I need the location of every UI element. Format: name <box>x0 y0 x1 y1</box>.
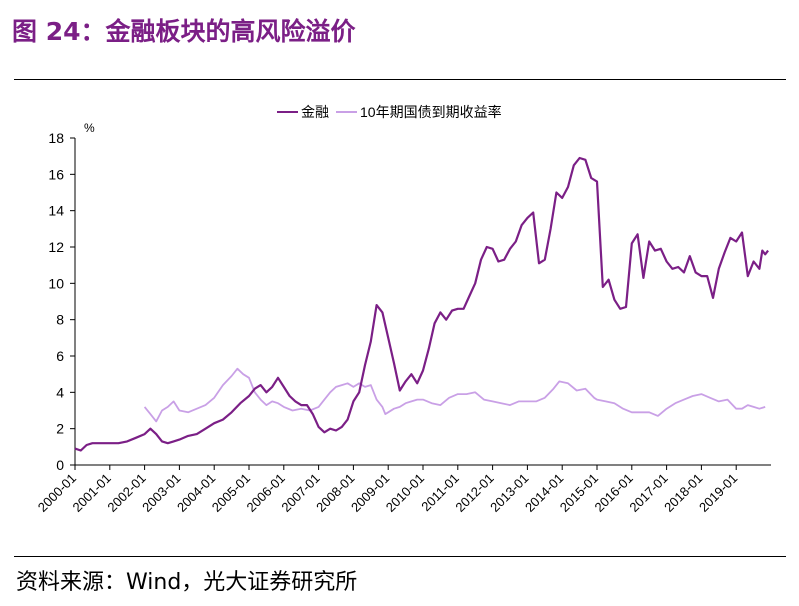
y-axis-unit: % <box>84 121 95 135</box>
y-tick-label: 16 <box>48 166 64 182</box>
top-rule <box>14 79 786 80</box>
y-tick-label: 8 <box>56 312 64 328</box>
y-tick-label: 6 <box>56 348 64 364</box>
series-line-finance <box>74 156 769 452</box>
y-tick-label: 10 <box>48 275 64 291</box>
y-tick-label: 2 <box>56 421 64 437</box>
line-chart: 金融 10年期国债到期收益率 % 0246810121416182000-012… <box>35 104 771 515</box>
y-tick-label: 4 <box>56 384 64 400</box>
legend: 金融 10年期国债到期收益率 <box>277 104 502 120</box>
legend-label-finance: 金融 <box>301 104 329 120</box>
series-line-bond-yield <box>143 367 766 423</box>
legend-label-bond: 10年期国债到期收益率 <box>360 104 502 120</box>
y-tick-label: 12 <box>48 239 64 255</box>
bottom-rule <box>14 556 786 557</box>
axes: 0246810121416182000-012001-012002-012003… <box>35 130 771 515</box>
y-tick-label: 14 <box>48 203 64 219</box>
x-tick-label: 2010-01 <box>383 471 427 515</box>
figure-title: 图 24：金融板块的高风险溢价 <box>12 17 356 46</box>
x-tick-label: 2019-01 <box>696 471 740 515</box>
source-note: 资料来源：Wind，光大证券研究所 <box>16 570 358 595</box>
series-layer <box>74 156 769 452</box>
y-tick-label: 0 <box>56 457 64 473</box>
y-tick-label: 18 <box>48 130 64 146</box>
